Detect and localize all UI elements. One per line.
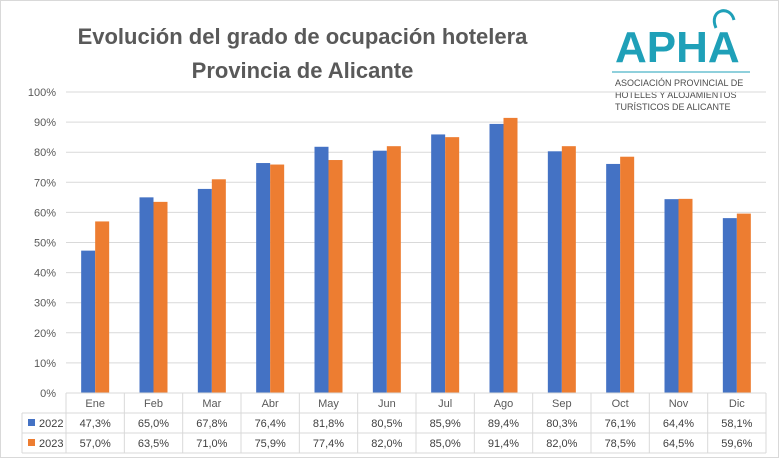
logo-swirl-icon [712, 9, 736, 29]
data-label: 81,8% [313, 418, 344, 430]
bar-2023-Jun [386, 146, 401, 393]
chart-title: Evolución del grado de ocupación hoteler… [77, 24, 528, 49]
logo-name: APHA [615, 23, 740, 72]
y-tick-label: 60% [34, 207, 56, 219]
x-tick-label: Mar [202, 398, 221, 410]
bar-2023-May [328, 160, 343, 393]
bars [81, 117, 751, 394]
logo-line3: TURÍSTICOS DE ALICANTE [615, 102, 731, 112]
data-label: 75,9% [255, 438, 286, 450]
data-label: 63,5% [138, 438, 169, 450]
y-tick-label: 80% [34, 147, 56, 159]
bar-2022-Ene [81, 250, 96, 393]
x-tick-label: Ene [85, 398, 105, 410]
data-label: 89,4% [488, 418, 519, 430]
bar-2023-Ene [95, 221, 110, 393]
bar-2022-May [314, 146, 329, 393]
x-tick-label: Feb [144, 398, 163, 410]
y-tick-label: 10% [34, 358, 56, 370]
bar-2023-Nov [678, 198, 693, 393]
bar-2022-Abr [256, 163, 271, 393]
logo-line1: ASOCIACIÓN PROVINCIAL DE [615, 78, 743, 88]
bar-2023-Abr [270, 164, 285, 393]
data-label: 59,6% [721, 438, 752, 450]
data-label: 76,1% [605, 418, 636, 430]
bar-2022-Nov [664, 199, 679, 393]
bar-2022-Jul [431, 134, 446, 394]
bar-2023-Ago [503, 117, 518, 394]
bar-2023-Jul [445, 137, 460, 393]
x-tick-label: Abr [262, 398, 279, 410]
bar-2023-Feb [153, 201, 168, 393]
data-label: 80,3% [546, 418, 577, 430]
bar-2022-Oct [606, 163, 621, 393]
data-label: 82,0% [371, 438, 402, 450]
y-tick-label: 100% [28, 87, 56, 99]
y-tick-label: 90% [34, 117, 56, 129]
x-tick-label: Jun [378, 398, 396, 410]
gridlines [66, 91, 766, 394]
x-tick-label: Nov [669, 398, 689, 410]
data-table: Ene Feb Mar Abr May Jun Jul Ago Sep Oct Nov Dic 2022… [21, 392, 767, 454]
bar-2023-Dic [736, 213, 751, 393]
x-tick-label: Jul [438, 398, 452, 410]
bar-2023-Mar [211, 179, 226, 393]
legend-label-2023: 2023 [39, 438, 63, 450]
chart-subtitle: Provincia de Alicante [191, 58, 414, 83]
data-label: 67,8% [196, 418, 227, 430]
data-label: 71,0% [196, 438, 227, 450]
data-label: 85,0% [430, 438, 461, 450]
x-tick-label: Dic [729, 398, 745, 410]
legend-swatch-2023 [28, 439, 35, 446]
data-label: 47,3% [80, 418, 111, 430]
data-label: 64,5% [663, 438, 694, 450]
data-label: 65,0% [138, 418, 169, 430]
data-label: 91,4% [488, 438, 519, 450]
bar-2022-Mar [197, 188, 212, 393]
y-tick-label: 20% [34, 328, 56, 340]
data-label: 64,4% [663, 418, 694, 430]
legend-swatch-2022 [28, 419, 35, 426]
data-label: 85,9% [430, 418, 461, 430]
y-tick-label: 70% [34, 177, 56, 189]
bar-2022-Jun [372, 150, 387, 393]
logo-line2: HOTELES Y ALOJAMIENTOS [615, 90, 737, 100]
bar-2022-Sep [547, 151, 562, 393]
x-tick-label: Oct [612, 398, 629, 410]
y-tick-label: 30% [34, 298, 56, 310]
bar-2022-Feb [139, 197, 154, 393]
y-tick-label: 50% [34, 238, 56, 250]
bar-2023-Sep [561, 146, 576, 393]
bar-2023-Oct [620, 156, 635, 393]
x-tick-label: Ago [494, 398, 514, 410]
bar-2022-Dic [722, 218, 737, 393]
data-label: 76,4% [255, 418, 286, 430]
y-axis-ticks: 0% 10% 20% 30% 40% 50% 60% 70% 80% 90% 100% [28, 87, 56, 400]
legend-label-2022: 2022 [39, 418, 63, 430]
bar-2022-Ago [489, 123, 504, 393]
y-tick-label: 40% [34, 268, 56, 280]
data-label: 82,0% [546, 438, 577, 450]
data-label: 57,0% [80, 438, 111, 450]
data-label: 80,5% [371, 418, 402, 430]
y-tick-label: 0% [40, 388, 56, 400]
data-label: 78,5% [605, 438, 636, 450]
apha-logo: APHA ASOCIACIÓN PROVINCIAL DE HOTELES Y … [612, 9, 750, 112]
data-label: 58,1% [721, 418, 752, 430]
data-label: 77,4% [313, 438, 344, 450]
x-tick-label: Sep [552, 398, 572, 410]
x-tick-label: May [318, 398, 339, 410]
